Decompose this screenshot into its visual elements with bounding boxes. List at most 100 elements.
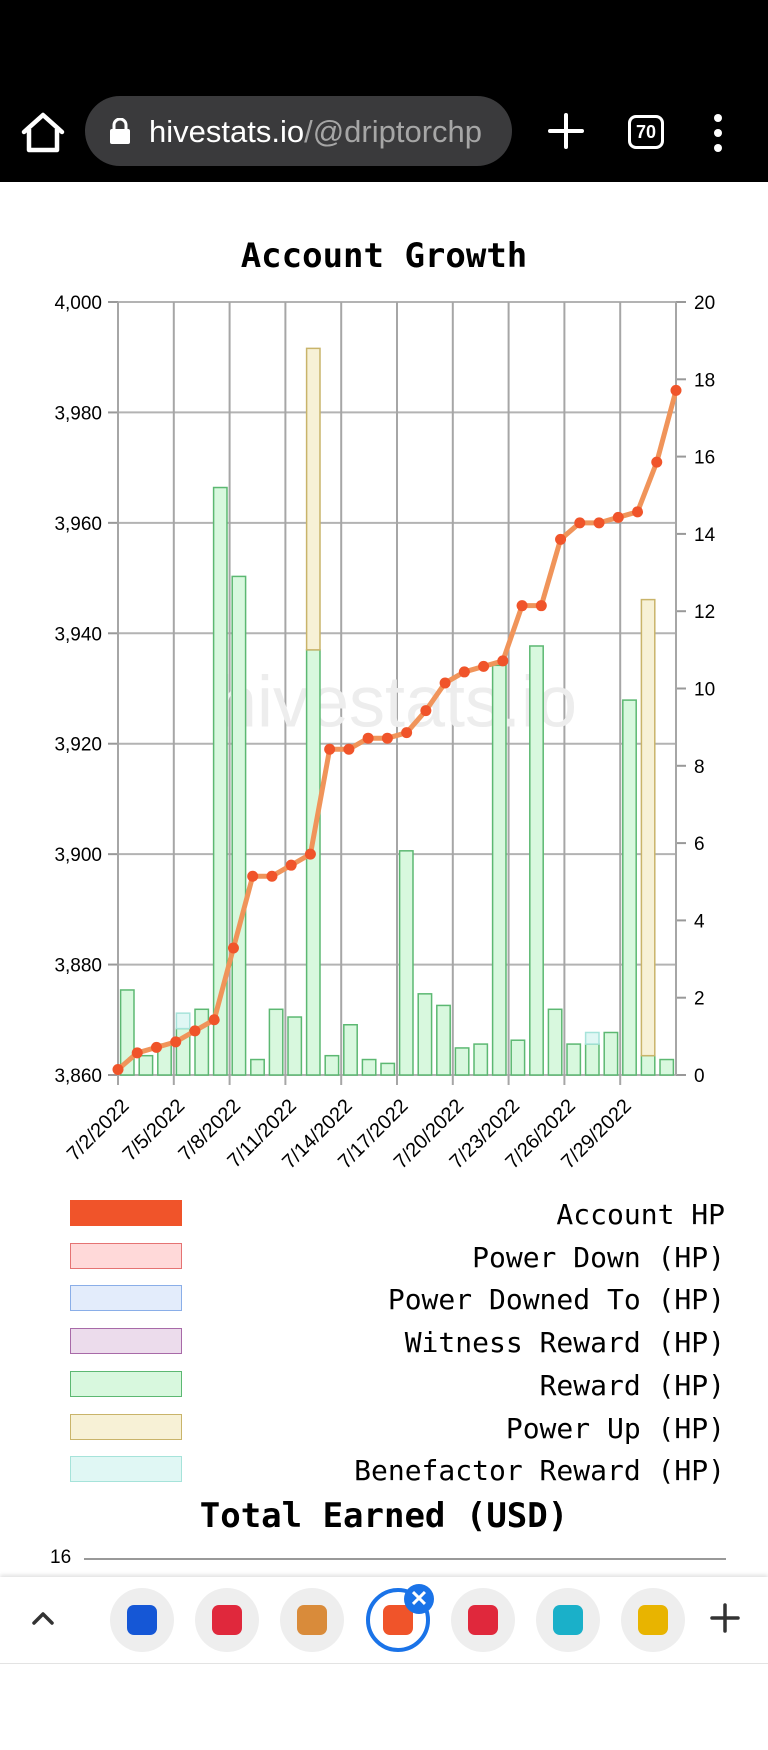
legend-swatch: [70, 1370, 182, 1397]
close-tab-icon[interactable]: ✕: [404, 1584, 434, 1614]
account-hp-point: [651, 456, 663, 468]
account-hp-point: [112, 1063, 124, 1075]
reward-bar: [305, 649, 321, 1076]
account-hp-point: [574, 517, 586, 529]
new-tab-icon[interactable]: [546, 111, 586, 151]
account-hp-point: [150, 1041, 162, 1053]
account-hp-point: [170, 1036, 182, 1048]
reward-bar: [194, 1008, 210, 1076]
account-hp-point: [324, 743, 336, 755]
legend-item[interactable]: Witness Reward (HP): [70, 1326, 725, 1359]
account-hp-point: [266, 870, 278, 882]
account-hp-point: [285, 859, 297, 871]
reward-bar: [398, 850, 414, 1076]
left-axis-tick-label: 3,880: [54, 956, 102, 977]
legend-label: Power Up (HP): [505, 1411, 725, 1445]
reward-bar: [603, 1031, 619, 1076]
favicon: [297, 1605, 327, 1635]
account-hp-point: [670, 384, 682, 396]
account-hp-point: [304, 848, 316, 860]
market-icon[interactable]: [536, 1588, 600, 1652]
benefactor-bar: [584, 1031, 600, 1045]
account-hp-point: [593, 517, 605, 529]
reward-bar: [250, 1058, 265, 1076]
legend-swatch: [70, 1285, 182, 1312]
right-axis-tick-label: 14: [694, 525, 716, 546]
favicon: [127, 1605, 157, 1635]
legend-swatch: [70, 1242, 182, 1269]
bee-icon[interactable]: [110, 1588, 174, 1652]
earned-title: Total Earned (USD): [199, 1496, 569, 1536]
reward-bar: [324, 1054, 340, 1076]
reward-bar: [454, 1047, 470, 1076]
right-axis-tick-label: 6: [694, 834, 705, 855]
right-axis-tick-label: 2: [694, 989, 705, 1010]
account-hp-point: [381, 732, 393, 744]
tab-switcher-button[interactable]: 70: [628, 115, 664, 149]
address-bar[interactable]: hivestats.io/@driptorchp: [85, 96, 512, 166]
right-axis-tick-label: 0: [694, 1066, 705, 1087]
reward-bar: [622, 699, 637, 1076]
reward-bar: [547, 1008, 563, 1076]
legend-item[interactable]: Power Down (HP): [70, 1241, 725, 1274]
home-icon[interactable]: [18, 108, 68, 158]
left-axis-tick-label: 3,940: [54, 624, 102, 645]
right-axis-tick-label: 18: [694, 370, 715, 391]
reward-bar: [268, 1008, 284, 1076]
account-hp-point: [555, 533, 567, 545]
earned-y-tick: 16: [50, 1547, 72, 1568]
account-hp-point: [131, 1047, 143, 1059]
add-tab-icon[interactable]: [710, 1603, 740, 1633]
account-hp-point: [189, 1025, 201, 1037]
reward-bar: [119, 989, 135, 1076]
favicon: [638, 1605, 668, 1635]
right-axis-tick-label: 8: [694, 757, 705, 778]
reward-bar: [212, 486, 228, 1076]
reward-bar: [380, 1062, 396, 1076]
left-axis-tick-label: 3,900: [54, 845, 102, 866]
earned-gridline: [84, 1558, 726, 1560]
account-hp-point: [420, 705, 432, 717]
account-hp-point: [439, 677, 451, 689]
account-hp-point: [227, 942, 239, 954]
reward-bar: [510, 1039, 526, 1076]
reward-bar: [584, 1043, 600, 1076]
legend-item[interactable]: Power Up (HP): [70, 1411, 725, 1445]
account-hp-point: [632, 506, 644, 518]
legend-item[interactable]: Power Downed To (HP): [70, 1283, 725, 1317]
url-text: hivestats.io/@driptorchp: [149, 114, 482, 150]
legend-label: Account HP: [556, 1198, 725, 1231]
legend-item[interactable]: Benefactor Reward (HP): [70, 1454, 725, 1488]
right-axis-tick-label: 20: [694, 293, 715, 314]
reward-bar: [529, 645, 544, 1076]
account-hp-point: [247, 870, 259, 882]
legend-swatch: [70, 1200, 182, 1226]
more-menu-icon[interactable]: [712, 113, 724, 153]
shield-icon[interactable]: [195, 1588, 259, 1652]
legend-item[interactable]: Reward (HP): [70, 1369, 725, 1402]
account-hp-point: [458, 666, 470, 678]
legend-item[interactable]: Account HP: [70, 1198, 725, 1231]
chevron-up-icon[interactable]: [30, 1605, 56, 1631]
account-hp-point: [535, 600, 547, 612]
status-bar: [0, 0, 768, 92]
account-hp-point: [612, 511, 624, 523]
legend-label: Power Downed To (HP): [387, 1283, 725, 1317]
watermark: hivestats.io: [217, 663, 577, 743]
url-domain: hivestats.io: [149, 114, 305, 149]
stack-icon[interactable]: [451, 1588, 515, 1652]
account-hp-point: [343, 743, 355, 755]
reward-bar: [659, 1058, 675, 1076]
left-axis-tick-label: 3,860: [54, 1066, 102, 1087]
account-hp-point: [208, 1014, 220, 1026]
left-axis-tick-label: 3,960: [54, 514, 102, 535]
favicon: [468, 1605, 498, 1635]
favicon: [553, 1605, 583, 1635]
right-axis-tick-label: 16: [694, 448, 715, 469]
system-nav-area: [0, 1663, 768, 1750]
dice-icon[interactable]: [621, 1588, 685, 1652]
power-up-bar: [640, 598, 656, 1057]
right-axis-tick-label: 10: [694, 680, 715, 701]
legend-label: Benefactor Reward (HP): [354, 1454, 725, 1488]
coin-icon[interactable]: [280, 1588, 344, 1652]
